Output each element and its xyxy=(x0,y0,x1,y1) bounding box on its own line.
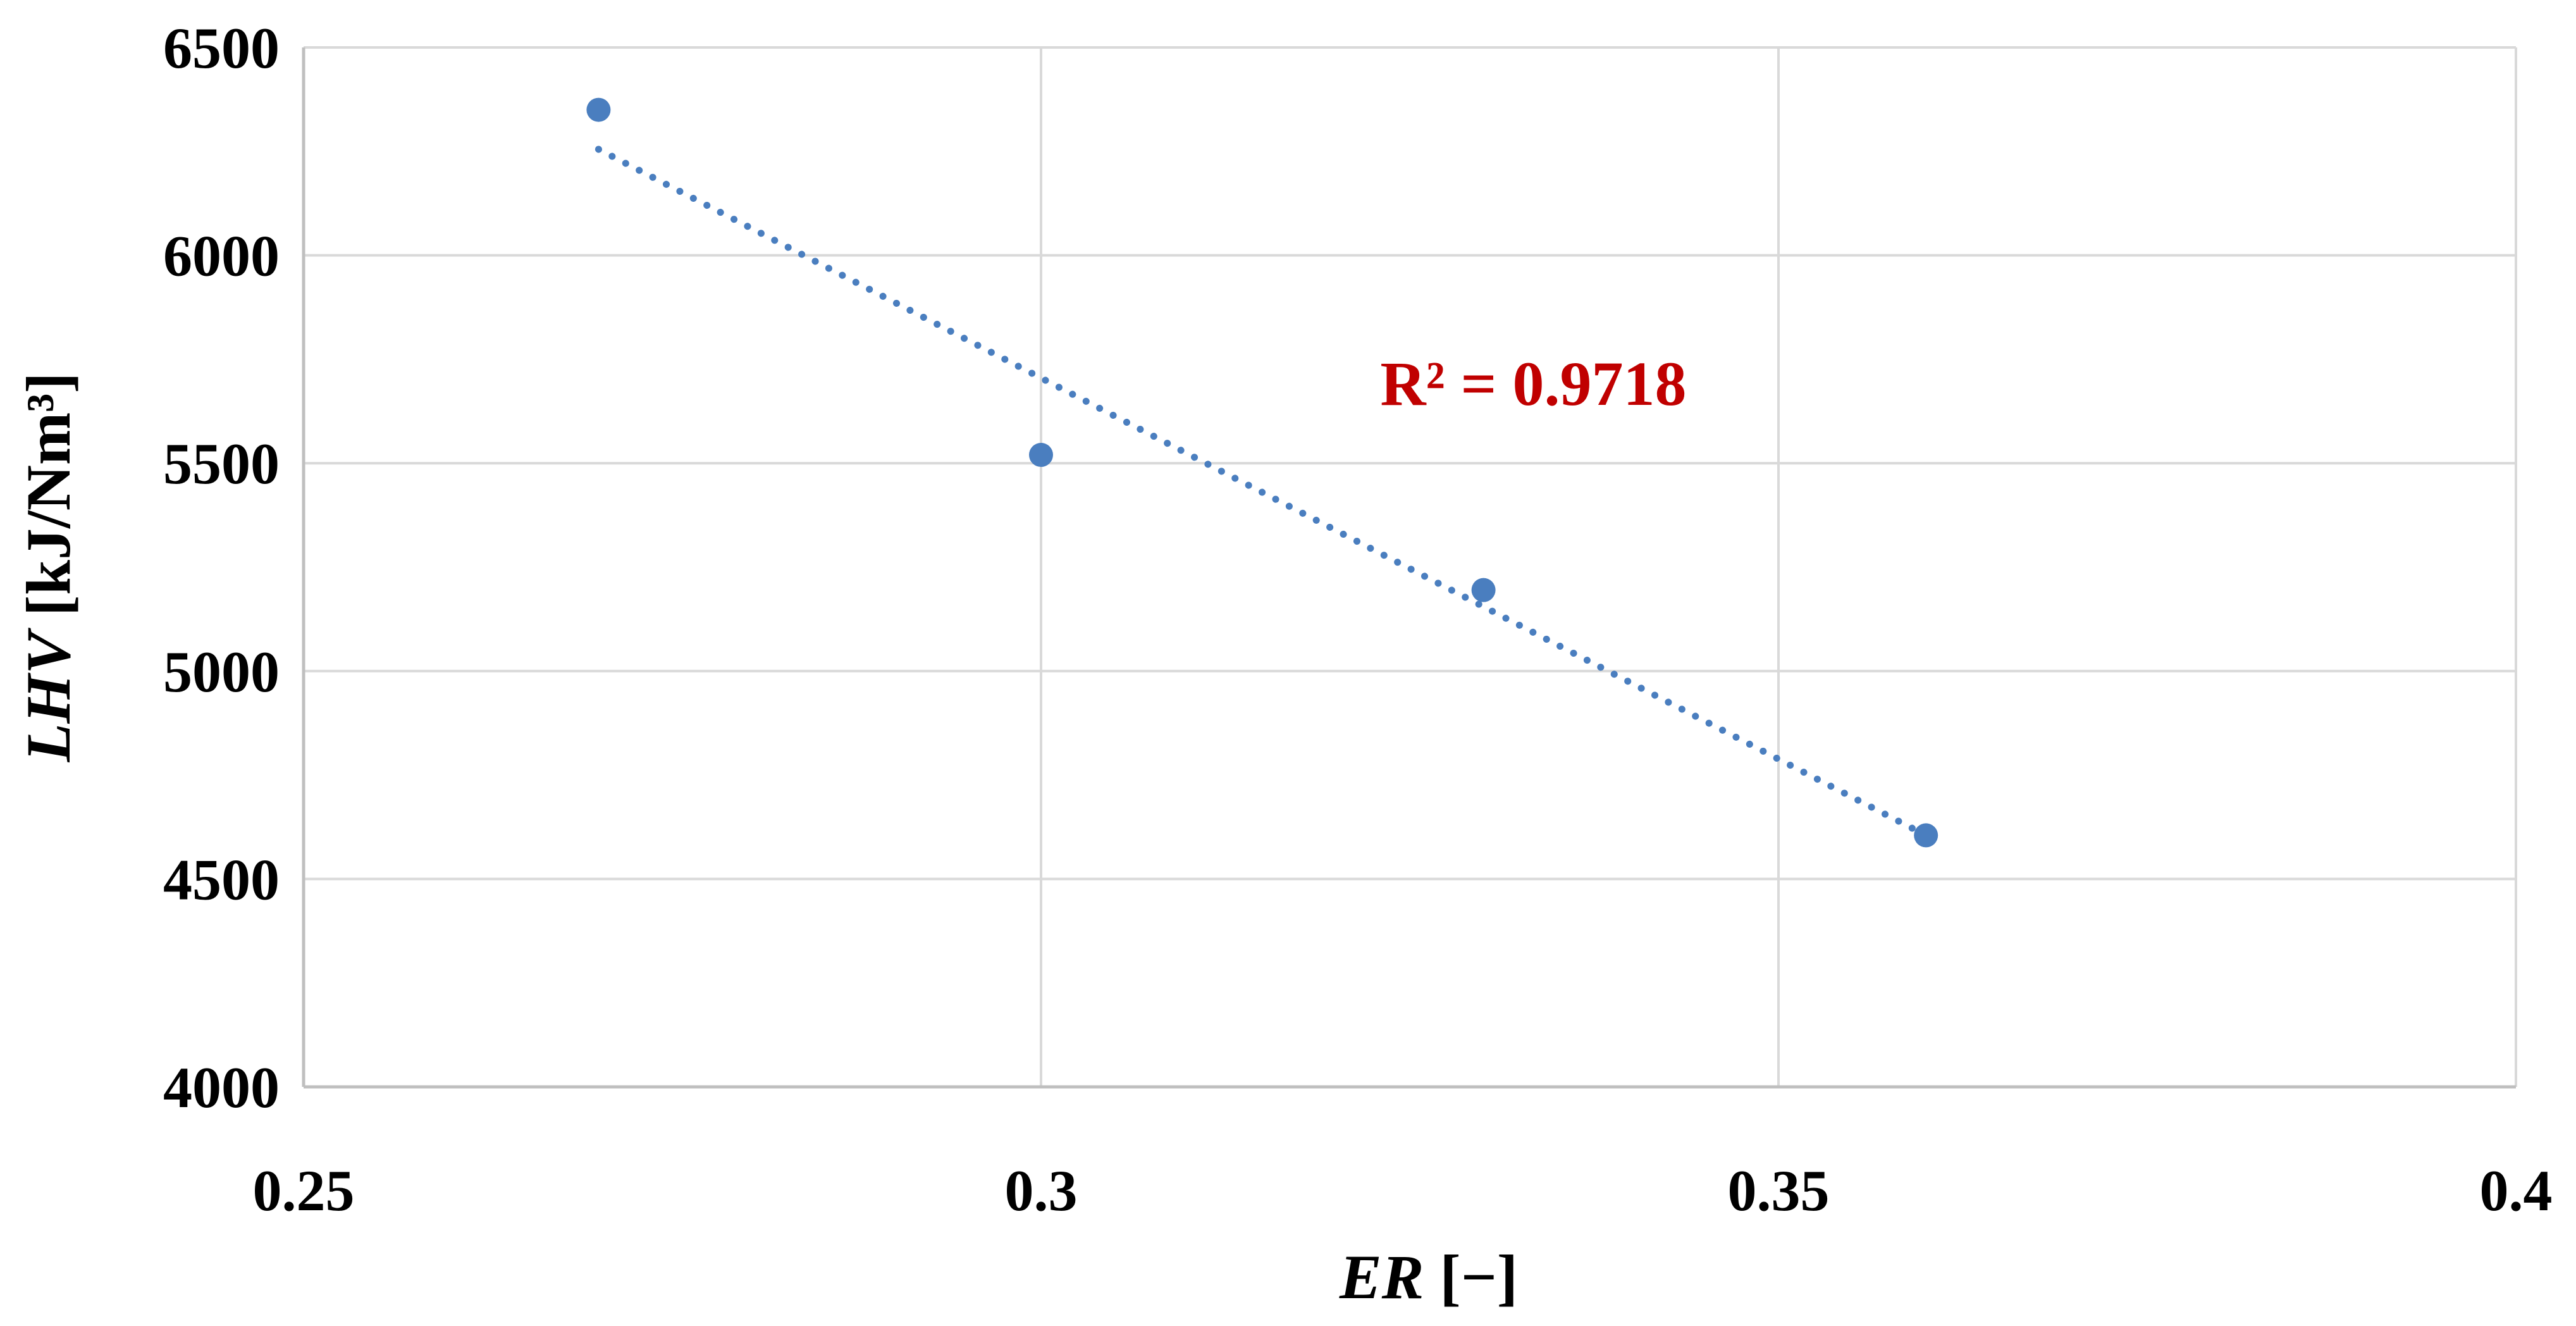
x-tick-label: 0.35 xyxy=(1728,1158,1830,1223)
x-tick-labels: 0.25 0.3 0.35 0.4 xyxy=(253,1158,2553,1223)
r-squared-annotation: R² = 0.9718 xyxy=(1380,349,1686,419)
data-points xyxy=(586,97,1938,848)
y-tick-label: 4000 xyxy=(163,1055,280,1120)
data-point xyxy=(586,97,611,122)
data-point xyxy=(1914,823,1938,848)
data-point xyxy=(1029,443,1053,468)
trendline xyxy=(595,146,1930,839)
y-tick-labels: 4000 4500 5000 5500 6000 6500 xyxy=(163,16,280,1120)
y-tick-label: 5000 xyxy=(163,640,280,704)
gridlines xyxy=(304,46,2517,1087)
y-tick-label: 5500 xyxy=(163,431,280,496)
x-tick-label: 0.4 xyxy=(2480,1158,2553,1223)
y-tick-label: 6000 xyxy=(163,224,280,288)
y-tick-label: 6500 xyxy=(163,16,280,80)
x-axis-title-unit: [−] xyxy=(1424,1242,1518,1312)
y-axis-title: LHV [kJ/Nm³] xyxy=(13,372,83,762)
y-axis-title-unit: [kJ/Nm³] xyxy=(13,372,83,632)
x-tick-label: 0.25 xyxy=(253,1158,355,1223)
x-axis-title-symbol: ER xyxy=(1339,1242,1424,1312)
data-point xyxy=(1471,578,1496,602)
axes xyxy=(302,47,2516,1089)
y-axis-title-symbol: LHV xyxy=(13,628,83,763)
x-tick-label: 0.3 xyxy=(1005,1158,1078,1223)
y-tick-label: 4500 xyxy=(163,847,280,912)
x-axis-title: ER [−] xyxy=(1339,1242,1518,1312)
trendline-path xyxy=(595,146,1930,839)
